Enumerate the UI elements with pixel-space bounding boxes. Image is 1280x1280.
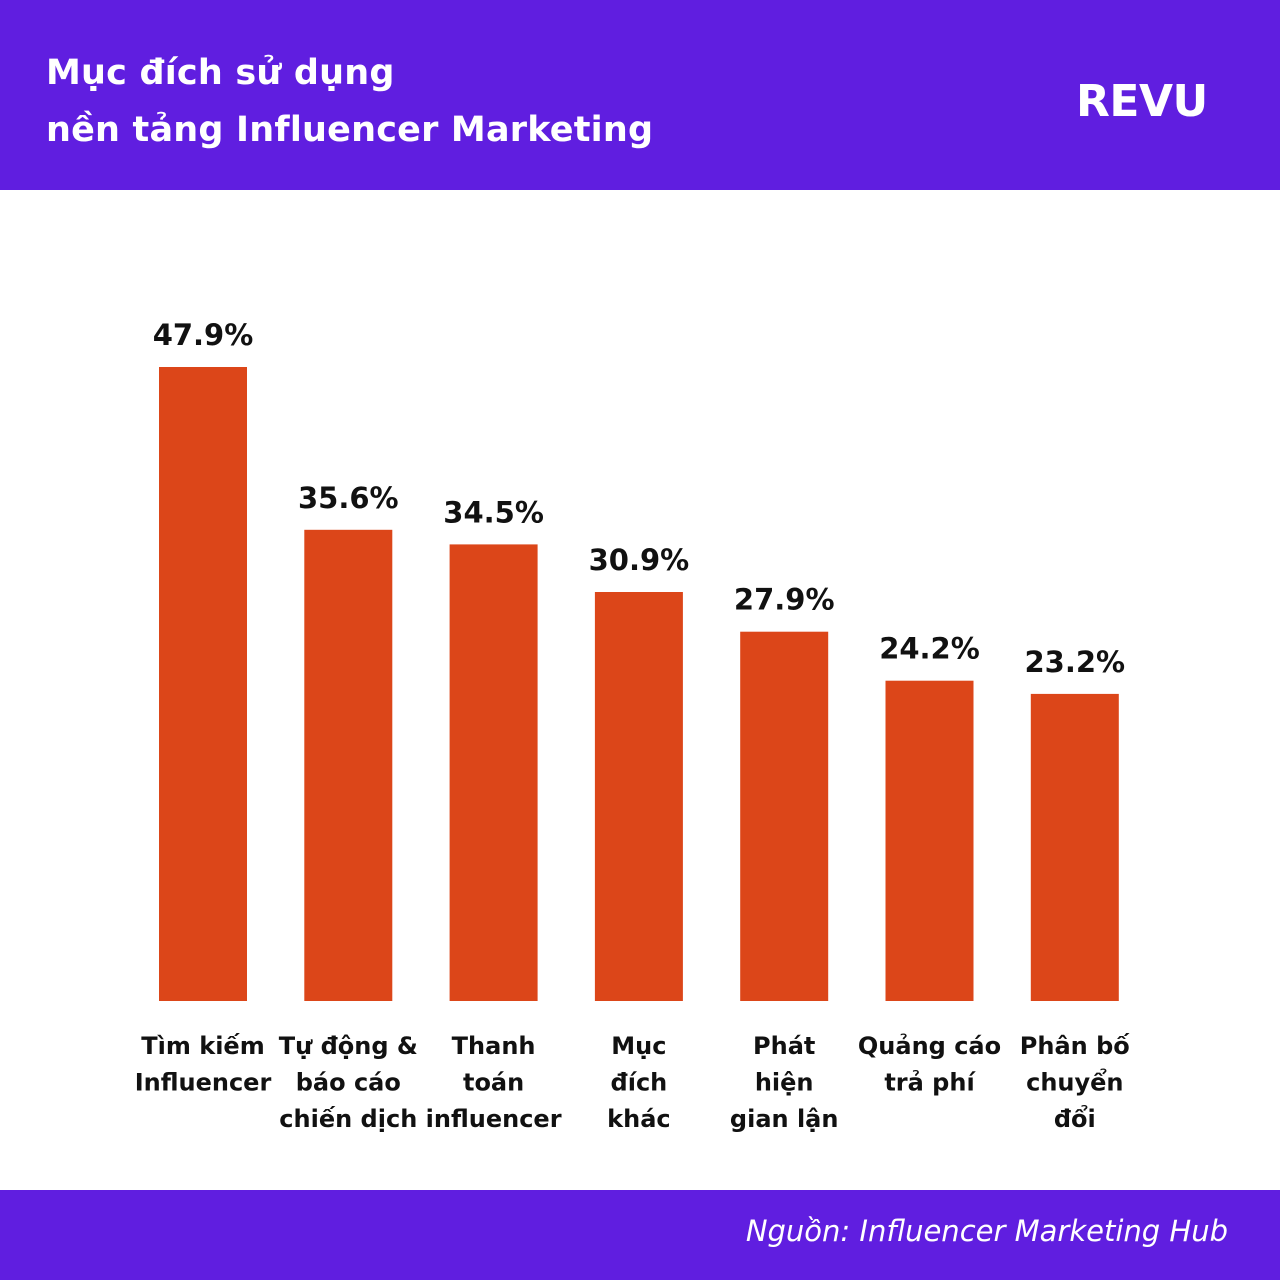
bar-6 [1030, 693, 1119, 1001]
category-label-4-line-2: gian lận [730, 1105, 839, 1133]
category-label-5: Quảng cáo trả phí [858, 1032, 1001, 1097]
revu-logo: REVU [1076, 76, 1208, 127]
category-label-1-line-0: Tự động & [279, 1032, 418, 1060]
data-label-6: 23.2% [1024, 645, 1125, 679]
source-note: Nguồn: Influencer Marketing Hub [745, 1214, 1228, 1248]
category-label-4-line-0: Phát [753, 1032, 815, 1060]
data-label-0: 47.9% [153, 318, 254, 352]
data-label-5: 24.2% [879, 632, 980, 666]
bar-1 [304, 529, 393, 1001]
category-label-0-line-0: Tìm kiếm [141, 1032, 264, 1060]
bar-4 [740, 631, 829, 1001]
category-label-2-line-1: toán [463, 1069, 524, 1097]
footer-banner: Nguồn: Influencer Marketing Hub [0, 1190, 1280, 1280]
chart-title-line-2: nền tảng Influencer Marketing [46, 110, 654, 150]
bar-5 [885, 680, 974, 1001]
chart-title-line-1: Mục đích sử dụng [46, 53, 395, 93]
category-label-6-line-1: chuyển [1026, 1067, 1123, 1097]
category-label-6: Phân bố chuyển đổi [1020, 1032, 1130, 1133]
category-label-3-line-0: Mục [611, 1032, 666, 1060]
category-label-3: Mục đích khác [607, 1032, 670, 1133]
data-label-3: 30.9% [589, 543, 690, 577]
category-label-4-line-1: hiện [755, 1069, 814, 1097]
data-label-1: 35.6% [298, 481, 399, 515]
data-label-4: 27.9% [734, 583, 835, 617]
chart-area: 47.9% Tìm kiếm Influencer 35.6% Tự động & báo… [0, 190, 1280, 1190]
category-label-2-line-2: influencer [426, 1105, 562, 1133]
category-label-2: Thanh toán influencer [426, 1032, 562, 1133]
category-label-0: Tìm kiếm Influencer [135, 1032, 272, 1097]
bar-0 [159, 367, 247, 1001]
bar-3 [594, 592, 683, 1001]
category-label-3-line-1: đích [611, 1069, 668, 1097]
category-label-5-line-1: trả phí [884, 1069, 976, 1097]
header-banner: Mục đích sử dụng nền tảng Influencer Mar… [0, 0, 1280, 190]
category-label-6-line-0: Phân bố [1020, 1032, 1130, 1060]
category-label-0-line-1: Influencer [135, 1069, 272, 1097]
bar-2 [449, 544, 538, 1001]
category-label-4: Phát hiện gian lận [730, 1032, 839, 1133]
category-label-2-line-0: Thanh [452, 1032, 536, 1060]
category-label-3-line-2: khác [607, 1105, 670, 1133]
category-label-1-line-2: chiến dịch [279, 1105, 417, 1133]
data-label-2: 34.5% [443, 495, 544, 529]
category-label-5-line-0: Quảng cáo [858, 1032, 1001, 1060]
category-label-1-line-1: báo cáo [296, 1069, 401, 1097]
category-label-1: Tự động & báo cáo chiến dịch [279, 1032, 418, 1133]
category-label-6-line-2: đổi [1054, 1103, 1096, 1133]
bar-chart: 47.9% Tìm kiếm Influencer 35.6% Tự động & báo… [135, 318, 1131, 1133]
